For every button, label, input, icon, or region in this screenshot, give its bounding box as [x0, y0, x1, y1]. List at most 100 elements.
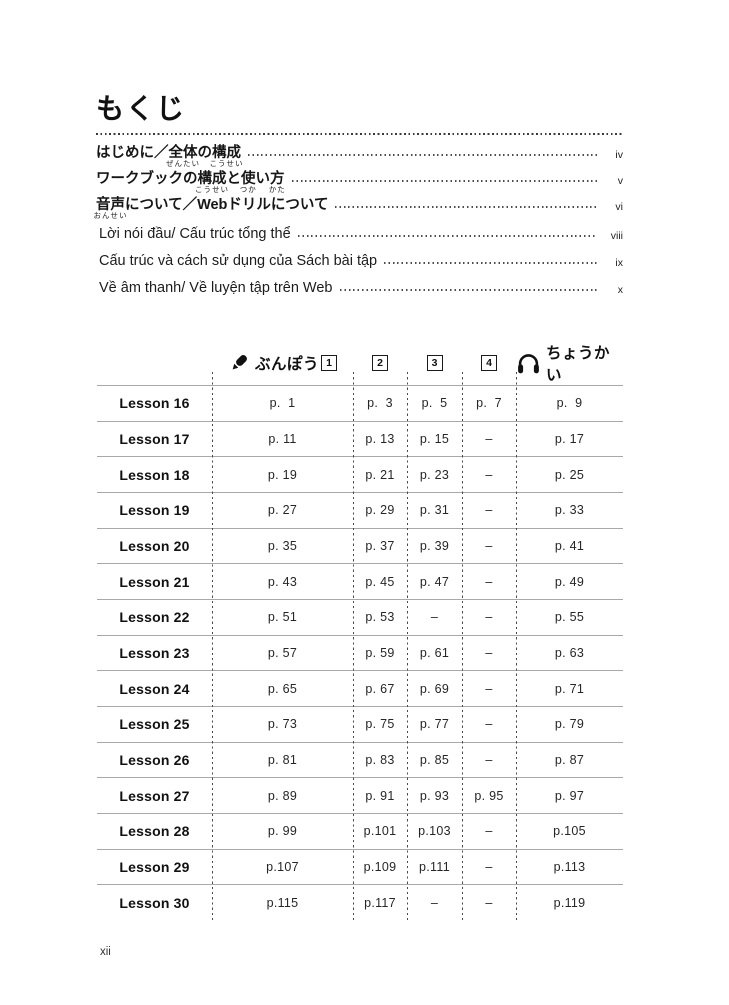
- toc-entry: はじめに／全体 ぜんたい の構成 こうせい iv: [96, 145, 623, 171]
- toc-page-number: viii: [610, 230, 623, 242]
- toc-text-segment: の: [197, 145, 213, 161]
- grammar-part3-page: –: [430, 610, 439, 625]
- table-dashed-divider: [406, 372, 408, 923]
- part-3-column-header: 3: [407, 355, 462, 371]
- table-row: Lesson 18 p. 19 p. 21 p. 23 – p. 25: [97, 456, 623, 492]
- grammar-part3-page: p. 31: [419, 503, 450, 518]
- listening-page: p.113: [553, 859, 586, 874]
- part-4-column-header: 4: [462, 355, 516, 371]
- table-row: Lesson 29 p.107 p.109 p.111 – p.113: [97, 848, 623, 885]
- dotted-leader: [291, 180, 597, 182]
- part-4-box: 4: [481, 355, 497, 371]
- toc-entry: 音声 おんせい について／Webドリルについて vi: [93, 197, 624, 223]
- listening-page: p. 49: [554, 574, 585, 589]
- grammar-part3-page: p. 69: [419, 681, 450, 696]
- toc-page-number: ix: [615, 257, 623, 269]
- lesson-label: Lesson 18: [119, 466, 190, 483]
- grammar-part3-page: p. 85: [419, 752, 450, 767]
- furigana: ぜんたい: [166, 159, 200, 168]
- part-1-box: 1: [321, 355, 337, 371]
- table-row: Lesson 22 p. 51 p. 53 – – p. 55: [97, 598, 623, 635]
- lesson-table-header: ぶんぽう 1 2 3 4 ちょうかい: [97, 341, 623, 384]
- grammar-part4-page: –: [485, 503, 493, 518]
- grammar-part1-page: p. 73: [267, 717, 298, 732]
- grammar-part4-page: –: [485, 538, 493, 553]
- lesson-label: Lesson 20: [119, 537, 190, 554]
- grammar-part4-page: –: [485, 467, 493, 482]
- grammar-part1-page: p. 81: [267, 752, 298, 767]
- grammar-part2-page: p. 3: [367, 396, 393, 411]
- toc-entry-text: はじめに／全体 ぜんたい の構成 こうせい: [96, 145, 244, 168]
- lesson-label: Lesson 23: [119, 644, 190, 661]
- grammar-column-label: ぶんぽう: [255, 356, 320, 373]
- lesson-page-table: Lesson 16 p. 1 p. 3 p. 5 p. 7 p. 9 Lesson 17 p.…: [97, 372, 623, 923]
- grammar-part3-page: p. 23: [419, 467, 450, 482]
- listening-page: p. 63: [554, 645, 585, 660]
- grammar-part4-page: –: [485, 717, 493, 732]
- toc-entry-text: Cấu trúc và cách sử dụng của Sách bài tậ…: [99, 253, 377, 269]
- toc-entry: ワークブックの構成 こうせい と使 つか い方 かた v: [96, 171, 623, 197]
- furigana: こうせい: [209, 159, 244, 168]
- grammar-part1-page: p. 11: [268, 431, 297, 446]
- table-row: Lesson 26 p. 81 p. 83 p. 85 – p. 87: [97, 741, 623, 778]
- grammar-part3-page: p. 77: [419, 717, 450, 732]
- lesson-label: Lesson 19: [119, 502, 190, 519]
- pencil-icon: [228, 352, 250, 374]
- lesson-label: Lesson 27: [119, 787, 190, 804]
- grammar-part2-page: p.109: [363, 859, 397, 874]
- toc-text-segment: Về âm thanh/ Về luyện tập trên Web: [99, 280, 333, 296]
- listening-column-label: ちょうかい: [546, 345, 611, 384]
- lesson-label: Lesson 28: [119, 823, 190, 840]
- grammar-part3-page: –: [430, 895, 439, 910]
- grammar-part2-page: p. 45: [365, 574, 395, 589]
- listening-column-header: ちょうかい: [516, 341, 623, 385]
- grammar-part2-page: p.101: [363, 824, 397, 839]
- toc-text-segment: い: [255, 171, 271, 187]
- listening-page: p. 9: [556, 396, 583, 411]
- grammar-column-header: ぶんぽう 1: [212, 352, 353, 374]
- grammar-part3-page: p. 61: [419, 645, 450, 660]
- table-row: Lesson 17 p. 11 p. 13 p. 15 – p. 17: [97, 420, 623, 457]
- lesson-label: Lesson 29: [119, 858, 190, 875]
- listening-page: p.119: [553, 895, 586, 910]
- grammar-part4-page: –: [485, 431, 493, 446]
- table-row: Lesson 28 p. 99 p.101 p.103 – p.105: [97, 812, 623, 849]
- grammar-part2-page: p. 53: [365, 610, 395, 625]
- lesson-label: Lesson 21: [119, 573, 190, 590]
- part-3-box: 3: [426, 355, 443, 371]
- grammar-part4-page: –: [485, 681, 493, 696]
- grammar-part2-page: p. 37: [365, 538, 395, 553]
- listening-page: p. 79: [554, 717, 585, 732]
- grammar-part2-page: p. 59: [365, 645, 395, 660]
- grammar-part1-page: p. 99: [267, 824, 298, 839]
- grammar-part1-page: p. 89: [267, 788, 298, 803]
- toc-page-number: iv: [615, 149, 623, 161]
- table-row: Lesson 30 p.115 p.117 – – p.119: [97, 884, 623, 920]
- grammar-part1-page: p. 65: [267, 681, 298, 696]
- dotted-leader: [335, 206, 597, 208]
- grammar-part4-page: –: [485, 574, 493, 589]
- grammar-part2-page: p. 83: [365, 752, 395, 767]
- toc-page-number: x: [617, 284, 623, 296]
- toc-text-segment: 全体 ぜんたい: [166, 145, 200, 168]
- toc-entry-text: Lời nói đầu/ Cấu trúc tổng thể: [99, 226, 291, 242]
- table-row: Lesson 23 p. 57 p. 59 p. 61 – p. 63: [97, 634, 623, 671]
- furigana: おんせい: [93, 211, 128, 220]
- lesson-label: Lesson 24: [119, 680, 190, 697]
- toc-text-segment: ワークブックの: [96, 171, 198, 187]
- dotted-leader: [339, 289, 597, 291]
- grammar-part1-page: p. 51: [267, 610, 298, 625]
- listening-page: p. 33: [554, 503, 585, 518]
- toc-text-segment: はじめに／: [96, 145, 169, 161]
- toc-text-segment: 構成 こうせい: [195, 171, 229, 194]
- toc-text-segment: Lời nói đầu/ Cấu trúc tổng thể: [99, 226, 291, 242]
- grammar-part4-page: –: [485, 895, 493, 910]
- lesson-label: Lesson 16: [119, 395, 190, 412]
- toc-entry: Về âm thanh/ Về luyện tập trên Web x: [99, 280, 623, 307]
- toc-text-segment: 音声 おんせい: [93, 197, 128, 220]
- toc-entry: Lời nói đầu/ Cấu trúc tổng thể viii: [99, 226, 623, 253]
- table-row: Lesson 24 p. 65 p. 67 p. 69 – p. 71: [97, 670, 623, 706]
- toc-text-segment: 構成 こうせい: [209, 145, 244, 168]
- grammar-part3-page: p. 39: [419, 538, 450, 553]
- table-row: Lesson 20 p. 35 p. 37 p. 39 – p. 41: [97, 527, 623, 564]
